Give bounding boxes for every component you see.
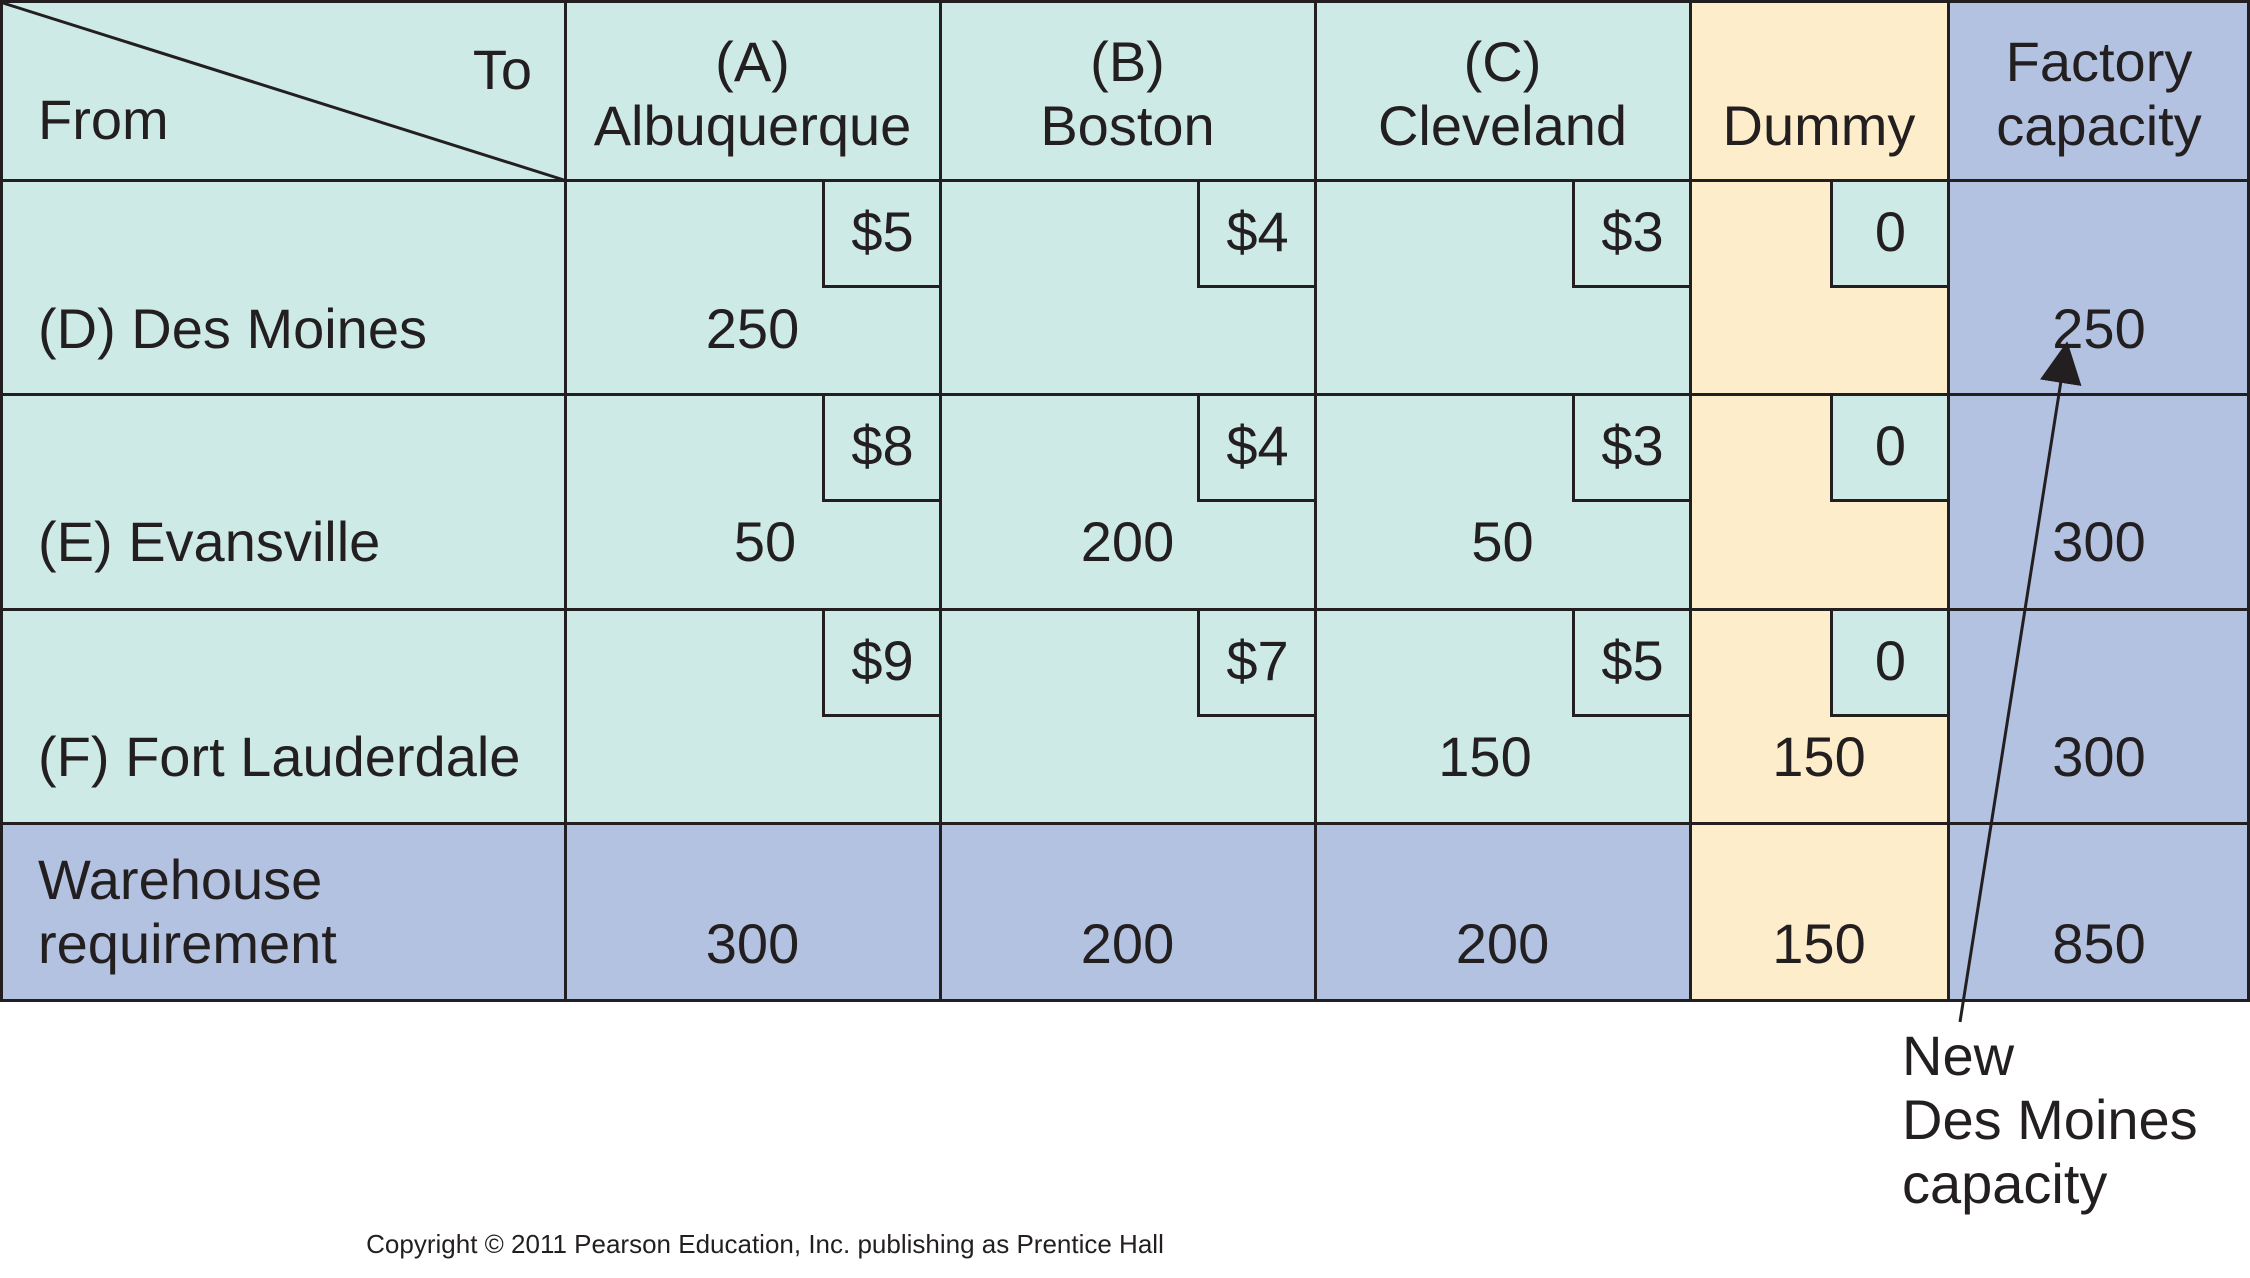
requirement-dummy-cell xyxy=(1690,823,1948,1001)
cost-box: $9 xyxy=(822,609,940,717)
header-cell-dummy xyxy=(1690,0,1948,180)
cost-box: 0 xyxy=(1830,180,1948,288)
requirement-value: 150 xyxy=(1772,912,1866,975)
header-cell-cleveland xyxy=(1315,0,1690,180)
grid-line xyxy=(0,393,2250,396)
shipment-value: 150 xyxy=(1772,725,1866,788)
cost-box: $5 xyxy=(1572,609,1690,717)
shipment-value: 250 xyxy=(705,297,800,360)
row-label-evansville: (E) Evansville xyxy=(38,510,381,573)
to-label: To xyxy=(472,38,532,101)
grid-line xyxy=(1947,0,1950,1002)
copyright-notice: Copyright © 2011 Pearson Education, Inc.… xyxy=(366,1229,1164,1259)
shipment-value: 50 xyxy=(1471,510,1534,573)
cost-box: $5 xyxy=(822,180,940,288)
annotation-line1: New xyxy=(1902,1024,2015,1087)
header-cell-capacity xyxy=(1948,0,2250,180)
grid-line xyxy=(0,608,2250,611)
requirement-total-cell xyxy=(1948,823,2250,1001)
shipment-value: 50 xyxy=(733,510,797,573)
requirement-value: 200 xyxy=(1455,912,1550,975)
requirement-value: 300 xyxy=(705,912,800,975)
shipment-cells-area xyxy=(565,180,1690,823)
column-header-boston-code: (B) xyxy=(1090,30,1165,93)
cost-box: $3 xyxy=(1572,180,1690,288)
capacity-value: 300 xyxy=(2052,725,2146,788)
column-header-dummy-name: Dummy xyxy=(1722,94,1916,157)
grid-line xyxy=(0,822,2250,825)
header-cell-boston xyxy=(940,0,1315,180)
shipment-value: 150 xyxy=(1438,725,1532,788)
row-label-cell xyxy=(0,180,565,823)
column-header-capacity-line1: Factory xyxy=(2005,30,2193,93)
requirement-row-area xyxy=(0,823,1690,1001)
cost-box: 0 xyxy=(1830,394,1948,502)
grid-line xyxy=(1689,0,1692,1002)
from-label: From xyxy=(38,88,169,151)
requirement-label-line1: Warehouse xyxy=(38,848,323,911)
grid-line xyxy=(2247,0,2250,1002)
annotation-line2: Des Moines xyxy=(1902,1088,2198,1151)
grid-line xyxy=(0,999,2250,1002)
cost-box: $4 xyxy=(1197,180,1315,288)
capacity-value: 300 xyxy=(2052,510,2146,573)
grid-line xyxy=(0,0,2250,3)
column-header-albuquerque-code: (A) xyxy=(715,30,790,93)
header-cell-albuquerque xyxy=(565,0,940,180)
shipment-value: 200 xyxy=(1080,510,1175,573)
cost-box: $3 xyxy=(1572,394,1690,502)
cost-box: 0 xyxy=(1830,609,1948,717)
capacity-value: 250 xyxy=(2052,297,2146,360)
requirement-label-line2: requirement xyxy=(38,912,337,975)
annotation-line3: capacity xyxy=(1902,1152,2108,1215)
capacity-column-area xyxy=(1948,180,2250,823)
column-header-albuquerque-name: Albuquerque xyxy=(593,94,912,157)
column-header-cleveland-name: Cleveland xyxy=(1377,94,1628,157)
grid-line xyxy=(0,0,3,1002)
annotation-arrow xyxy=(1958,341,2082,1023)
grid-line xyxy=(1314,0,1317,1002)
requirement-value: 200 xyxy=(1080,912,1175,975)
column-header-capacity-line2: capacity xyxy=(1996,94,2202,157)
column-header-boston-name: Boston xyxy=(1040,94,1215,157)
grid-line xyxy=(939,0,942,1002)
row-label-des-moines: (D) Des Moines xyxy=(38,297,427,360)
row-label-fort-lauderdale: (F) Fort Lauderdale xyxy=(38,725,521,788)
cost-box: $7 xyxy=(1197,609,1315,717)
cost-box: $8 xyxy=(822,394,940,502)
grid-line xyxy=(0,179,2250,182)
requirement-total: 850 xyxy=(2052,912,2146,975)
cost-box: $4 xyxy=(1197,394,1315,502)
grid-line xyxy=(564,0,567,1002)
corner-diagonal-line xyxy=(2,1,565,182)
column-header-cleveland-code: (C) xyxy=(1463,30,1542,93)
